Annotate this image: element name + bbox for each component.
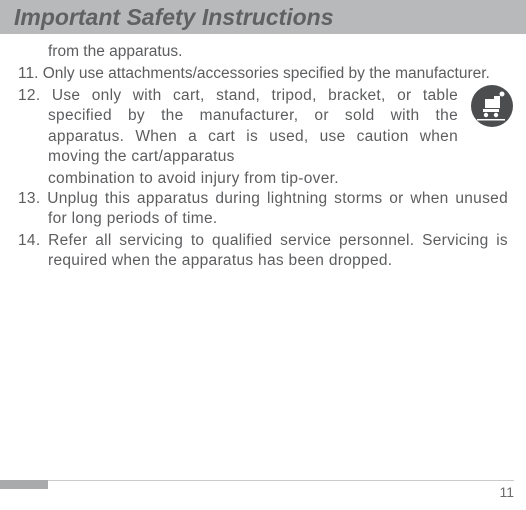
instruction-11: 11. Only use attachments/accessories spe… xyxy=(18,64,508,84)
cart-tipover-icon xyxy=(470,84,514,128)
content-area: from the apparatus. 11. Only use attachm… xyxy=(0,34,526,272)
continuation-line: from the apparatus. xyxy=(48,42,508,62)
title-bar: Important Safety Instructions xyxy=(0,0,526,34)
instruction-12-cont: combination to avoid injury from tip-ove… xyxy=(48,169,508,189)
footer-bar xyxy=(0,480,48,489)
instruction-13: 13. Unplug this apparatus during lightni… xyxy=(18,189,508,229)
page-footer: 11 xyxy=(0,478,514,500)
page-title: Important Safety Instructions xyxy=(14,4,333,31)
instruction-12: 12. Use only with cart, stand, tripod, b… xyxy=(18,86,508,167)
page-number: 11 xyxy=(499,484,514,500)
footer-line xyxy=(0,480,514,481)
instruction-14: 14. Refer all servicing to qualified ser… xyxy=(18,231,508,271)
